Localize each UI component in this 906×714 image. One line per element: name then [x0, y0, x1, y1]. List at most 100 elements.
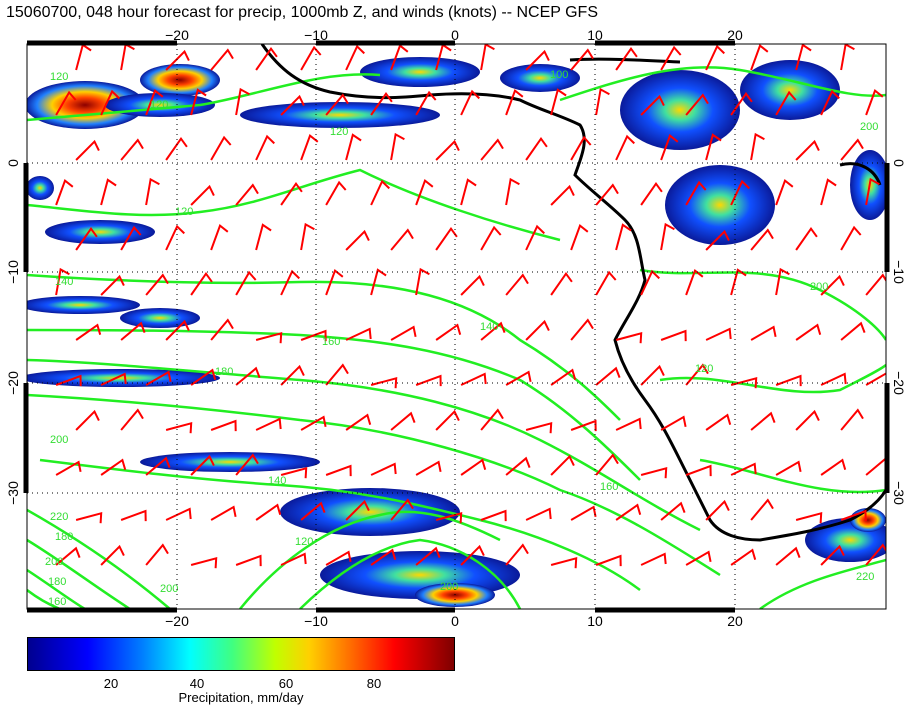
lat-tick: −20	[5, 371, 21, 395]
wind-barb	[255, 417, 282, 431]
wind-barb	[705, 499, 730, 521]
lat-tick: −10	[5, 260, 21, 284]
map-frame	[23, 40, 890, 613]
wind-barb	[775, 546, 801, 566]
wind-barb	[570, 318, 594, 341]
wind-barb	[550, 556, 578, 569]
contour-label: 120	[330, 126, 348, 138]
contour-line	[639, 268, 886, 341]
wind-barb	[435, 511, 463, 524]
wind-barb	[415, 460, 442, 476]
wind-barb	[460, 89, 480, 116]
wind-barb	[550, 88, 567, 116]
wind-barb	[840, 138, 864, 161]
wind-barb	[525, 136, 548, 161]
wind-barb	[750, 132, 765, 161]
lat-tick: −20	[891, 371, 906, 395]
wind-barb	[550, 454, 575, 476]
precip-area	[280, 488, 460, 536]
contour-line	[699, 458, 886, 494]
wind-barb	[525, 421, 553, 434]
wind-barb	[435, 323, 462, 341]
contour-line	[559, 66, 886, 102]
wind-barb	[345, 44, 365, 71]
wind-barb	[390, 498, 414, 521]
lon-tick: 20	[727, 613, 743, 629]
wind-barb	[235, 554, 262, 567]
precip-area	[360, 57, 480, 87]
wind-barb	[120, 509, 147, 522]
wind-barb	[660, 501, 686, 521]
contour-label: 140	[268, 475, 286, 487]
precip-area	[850, 508, 886, 532]
wind-barb	[640, 552, 667, 566]
wind-barb	[775, 460, 802, 476]
contour-label: 200	[860, 121, 878, 133]
wind-barb	[300, 222, 315, 251]
contour-label: 120	[695, 363, 713, 375]
wind-barb	[570, 48, 594, 71]
wind-barb	[550, 368, 577, 386]
wind-barb	[390, 325, 417, 341]
wind-barb	[570, 135, 592, 161]
lon-tick: 0	[451, 27, 459, 43]
wind-barb	[190, 556, 218, 569]
wind-barb	[505, 456, 531, 476]
wind-barb	[705, 327, 732, 341]
contour-label: 200	[50, 434, 68, 446]
contour-labels: 120 120 120 120 100 140 140 160 180 200 220 200 180 1…	[45, 69, 878, 608]
lon-tick: 10	[587, 613, 603, 629]
wind-barb	[300, 329, 327, 342]
wind-barb	[210, 419, 237, 432]
wind-barb	[595, 366, 621, 386]
wind-barb	[750, 44, 769, 71]
wind-barb	[55, 546, 81, 566]
wind-barb	[100, 89, 120, 116]
wind-barb	[235, 366, 261, 386]
wind-barb	[595, 554, 622, 567]
contour-line	[39, 458, 641, 592]
wind-barb	[300, 45, 322, 71]
wind-barb	[415, 374, 442, 387]
wind-barb	[795, 139, 820, 161]
wind-barb	[190, 88, 207, 116]
wind-barb	[750, 411, 776, 431]
latitude-labels-right: 0 −10 −20 −30	[891, 159, 906, 505]
contour-label: 200	[160, 583, 178, 595]
wind-barb	[280, 364, 305, 386]
wind-barb	[325, 363, 349, 386]
wind-barb	[190, 368, 217, 386]
wind-barb	[370, 179, 390, 206]
wind-barb	[55, 460, 82, 476]
wind-barb	[615, 417, 642, 431]
contour-label: 140	[55, 276, 73, 288]
wind-barb	[840, 408, 864, 431]
wind-barb	[55, 178, 74, 206]
wind-barb	[300, 501, 326, 521]
wind-barb	[730, 179, 750, 206]
wind-barb	[255, 223, 272, 251]
wind-barb	[345, 413, 372, 431]
precip-area	[27, 296, 140, 314]
wind-barb	[615, 223, 632, 251]
wind-barb	[100, 274, 125, 296]
wind-barb	[165, 49, 190, 71]
wind-barb	[865, 88, 884, 116]
contour-line	[27, 508, 171, 609]
wind-barb	[615, 46, 638, 71]
wind-barb	[640, 181, 663, 206]
wind-barb	[280, 181, 303, 206]
wind-barb	[390, 44, 409, 71]
wind-barb	[75, 409, 100, 431]
wind-barb	[525, 224, 545, 251]
colorbar-label: Precipitation, mm/day	[178, 690, 304, 705]
wind-barb	[570, 419, 597, 432]
wind-barb	[210, 135, 232, 161]
wind-barb	[795, 44, 812, 71]
wind-barb	[300, 133, 319, 161]
lon-tick: 10	[587, 27, 603, 43]
contour-label: 200	[45, 556, 63, 568]
wind-barb	[75, 139, 100, 161]
wind-barb	[795, 226, 818, 251]
precipitation-colorbar	[27, 637, 455, 671]
